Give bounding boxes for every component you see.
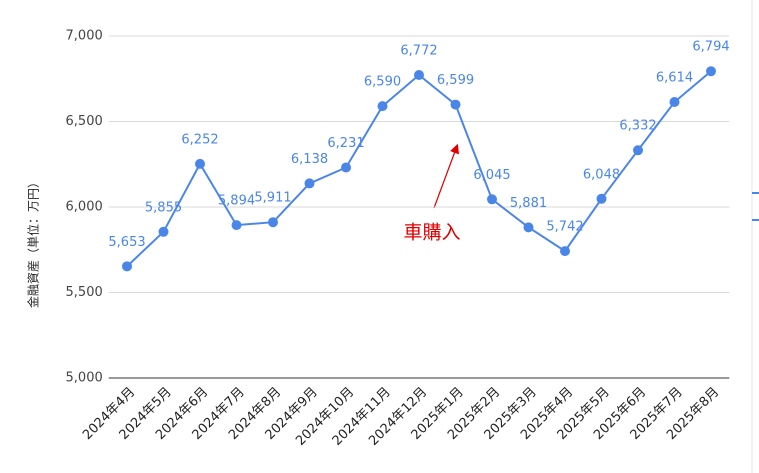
point	[450, 99, 461, 110]
point	[706, 66, 716, 77]
point	[633, 145, 643, 156]
point	[669, 97, 680, 108]
y-tick-label: 7,000	[66, 29, 103, 44]
data-label: 6,045	[473, 168, 510, 183]
point	[268, 217, 278, 228]
point	[304, 178, 315, 189]
point	[560, 246, 570, 257]
point	[158, 226, 169, 237]
point	[596, 193, 607, 204]
y-tick-label: 5,000	[66, 371, 103, 386]
data-label: 6,794	[692, 40, 729, 55]
point	[231, 220, 242, 231]
point	[523, 222, 534, 233]
point	[414, 69, 424, 80]
y-tick-label: 6,500	[66, 114, 103, 129]
point	[341, 162, 351, 173]
data-label: 5,894	[218, 194, 255, 209]
data-label: 6,332	[619, 119, 656, 134]
y-axis-label: 金融資産（単位：万円）	[26, 176, 41, 308]
data-label: 6,614	[656, 71, 693, 86]
data-label: 5,742	[546, 220, 583, 235]
y-tick-label: 6,000	[66, 200, 103, 215]
point	[377, 101, 388, 112]
data-label: 6,048	[583, 167, 620, 182]
annotation-arrow	[433, 143, 459, 209]
data-label: 6,772	[400, 43, 437, 58]
data-label: 6,590	[364, 75, 401, 90]
data-label: 5,855	[145, 200, 182, 215]
data-label: 6,599	[437, 73, 474, 88]
point	[195, 158, 205, 169]
data-label: 6,138	[291, 152, 328, 167]
data-label: 6,231	[327, 136, 364, 151]
data-label: 5,911	[254, 191, 291, 206]
data-label: 5,881	[510, 196, 547, 211]
data-label: 5,653	[108, 235, 145, 250]
y-tick-label: 5,500	[66, 285, 103, 300]
point	[122, 261, 132, 272]
data-label: 6,252	[181, 132, 218, 147]
point	[487, 194, 497, 205]
annotation: 車購入	[403, 222, 460, 244]
